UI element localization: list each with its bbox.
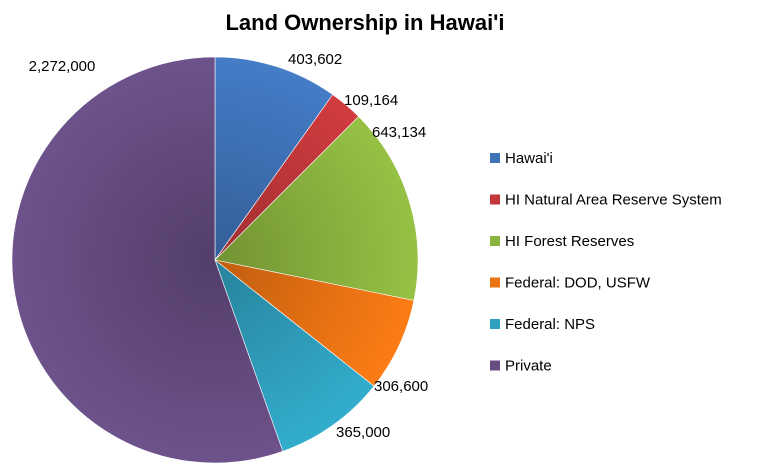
chart-title: Land Ownership in Hawai'i <box>225 10 504 35</box>
pie-slice-private <box>11 56 284 464</box>
data-label-hi-forest-reserves: 643,134 <box>372 124 426 141</box>
legend-swatch-private <box>490 360 500 371</box>
data-label-federal-nps: 365,000 <box>336 424 390 441</box>
legend-swatch-federal-nps <box>490 319 500 329</box>
pie-slice-hi-forest-reserves <box>214 116 419 301</box>
pie-slice-hawai-i <box>214 56 334 261</box>
pie-slice-federal-nps <box>214 259 375 452</box>
legend-label-hi-natural-area-reserve-system: HI Natural Area Reserve System <box>505 192 722 209</box>
legend: Hawai'i HI Natural Area Reserve System HI … <box>490 150 722 375</box>
legend-swatch-hi-forest-reserves <box>490 236 500 246</box>
legend-swatch-federal-dod-usfw <box>490 277 500 288</box>
legend-label-federal-nps: Federal: NPS <box>505 316 595 333</box>
pie-slices <box>11 56 419 464</box>
legend-label-hi-forest-reserves: HI Forest Reserves <box>505 233 634 250</box>
legend-swatch-hi-natural-area-reserve-system <box>490 194 500 205</box>
legend-label-private: Private <box>505 358 552 375</box>
legend-label-hawai-i: Hawai'i <box>505 150 553 167</box>
legend-swatch-hawai-i <box>490 153 500 163</box>
data-label-hi-natural-area-reserve-system: 109,164 <box>344 92 398 109</box>
legend-label-federal-dod-usfw: Federal: DOD, USFW <box>505 275 651 292</box>
data-label-hawai-i: 403,602 <box>288 51 342 68</box>
data-labels: 403,602 109,164 643,134 306,600 365,000 2,272… <box>29 51 429 441</box>
data-label-private: 2,272,000 <box>29 58 96 75</box>
pie-slice-federal-dod-usfw <box>214 259 415 387</box>
data-label-federal-dod-usfw: 306,600 <box>374 378 428 395</box>
